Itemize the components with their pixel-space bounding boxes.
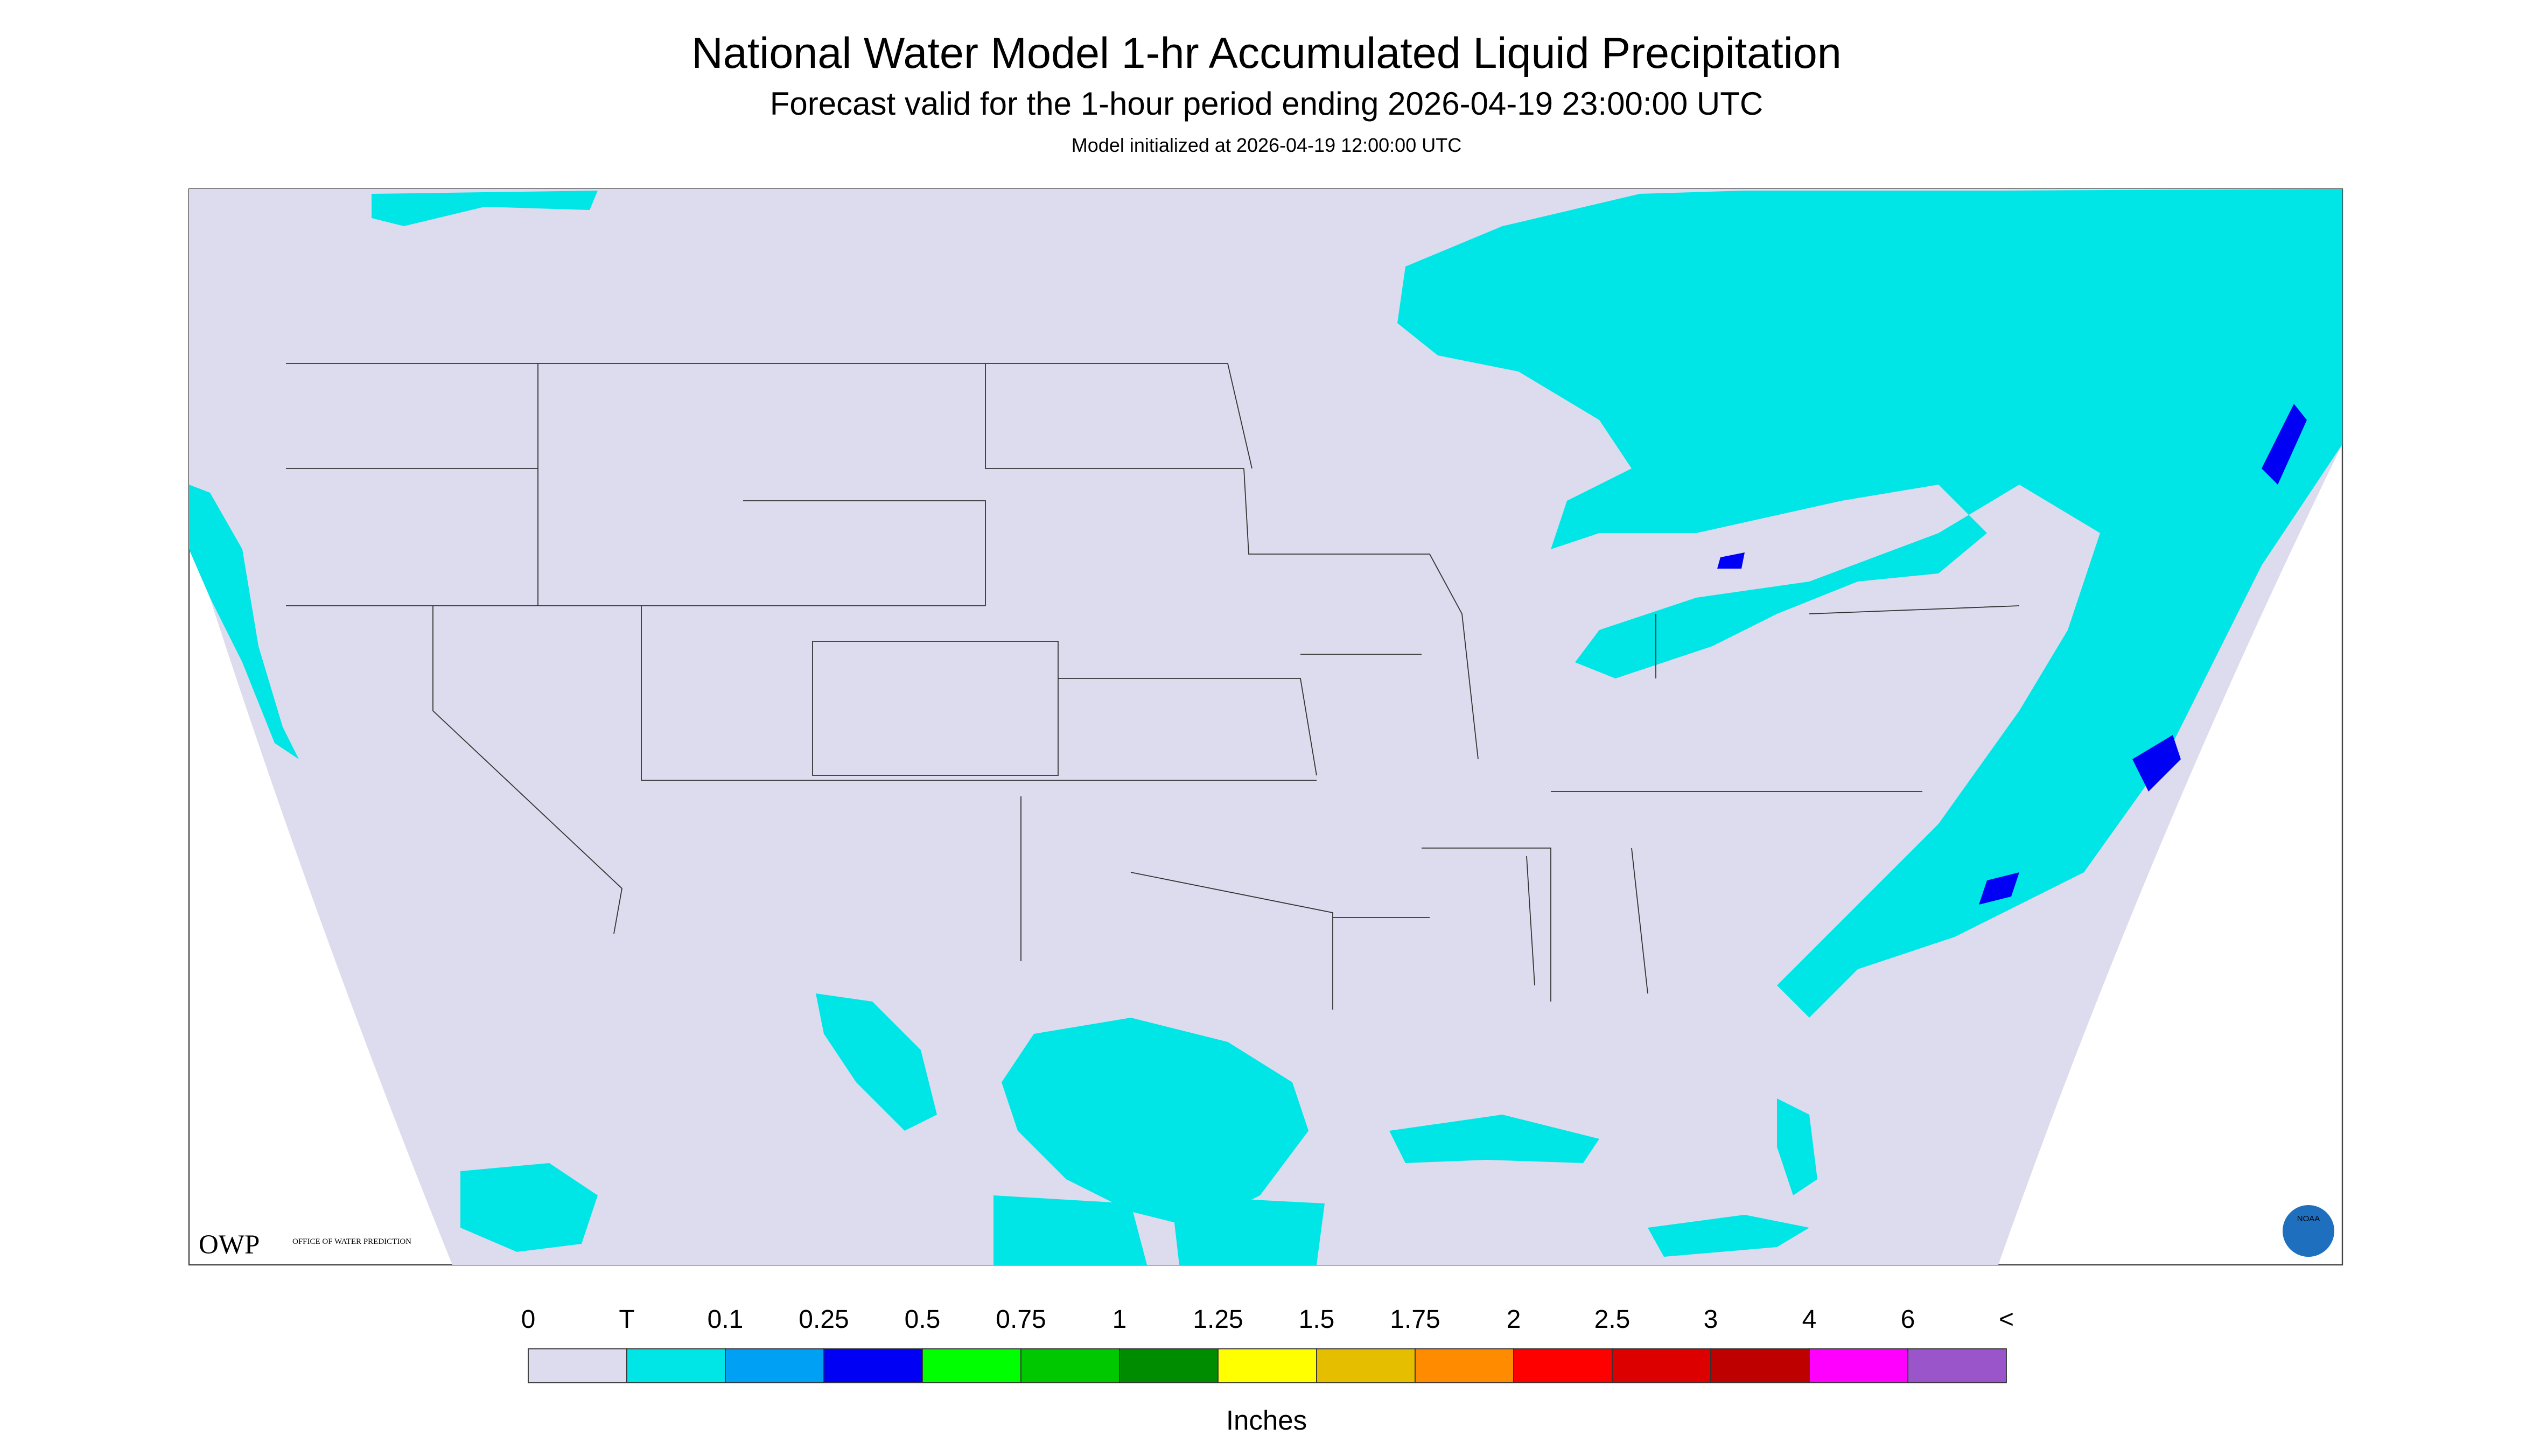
legend-swatch — [1710, 1348, 1810, 1383]
legend-swatch — [1612, 1348, 1711, 1383]
legend-label: 0.5 — [905, 1305, 941, 1334]
noaa-logo: NOAA — [2283, 1205, 2334, 1257]
legend-label: 6 — [1901, 1305, 1915, 1334]
init-time: Model initialized at 2026-04-19 12:00:00… — [1072, 134, 1461, 156]
legend-label: 4 — [1802, 1305, 1817, 1334]
legend-swatch — [1217, 1348, 1317, 1383]
legend-label: 2.5 — [1594, 1305, 1631, 1334]
legend-units: Inches — [1226, 1405, 1307, 1436]
noaa-text: NOAA — [2297, 1214, 2320, 1223]
legend-swatch — [1119, 1348, 1219, 1383]
legend-swatch — [1415, 1348, 1514, 1383]
title: National Water Model 1-hr Accumulated Li… — [691, 29, 1842, 78]
legend-swatch — [1020, 1348, 1120, 1383]
legend-swatch — [1316, 1348, 1416, 1383]
legend-label: 0.25 — [799, 1305, 849, 1334]
legend-label: 1.5 — [1299, 1305, 1335, 1334]
legend: Inches 0 T 0.1 0.25 0.5 0.75 1 1.25 1.5 1.75 2 2.5 3… — [521, 1305, 2014, 1436]
legend-swatch — [725, 1348, 824, 1383]
legend-swatch — [626, 1348, 726, 1383]
subtitle: Forecast valid for the 1-hour period end… — [770, 86, 1763, 122]
legend-label: T — [619, 1305, 634, 1334]
legend-label: 1.25 — [1193, 1305, 1243, 1334]
legend-swatch — [1907, 1348, 2007, 1383]
legend-label: 1.75 — [1390, 1305, 1440, 1334]
precip-light — [189, 189, 2342, 1265]
legend-swatch — [1513, 1348, 1613, 1383]
owp-logo-text: OWP — [199, 1230, 260, 1260]
legend-swatch — [528, 1348, 627, 1383]
precip-heavy — [1717, 404, 2307, 905]
map: OWP OFFICE OF WATER PREDICTION NOAA — [188, 188, 2343, 1266]
legend-label: 1 — [1112, 1305, 1127, 1334]
legend-swatch — [1809, 1348, 1908, 1383]
legend-swatch — [922, 1348, 1021, 1383]
legend-label: 2 — [1507, 1305, 1521, 1334]
state-borders — [286, 363, 2020, 1010]
noaa-emblem — [2283, 1205, 2334, 1257]
legend-swatch — [823, 1348, 923, 1383]
legend-label: 0 — [521, 1305, 536, 1334]
legend-label: < — [1999, 1305, 2014, 1334]
legend-label: 0.1 — [708, 1305, 744, 1334]
owp-logo: OWP OFFICE OF WATER PREDICTION — [199, 1230, 411, 1260]
owp-logo-full: OFFICE OF WATER PREDICTION — [292, 1237, 411, 1246]
legend-label: 0.75 — [996, 1305, 1046, 1334]
legend-label: 3 — [1704, 1305, 1718, 1334]
